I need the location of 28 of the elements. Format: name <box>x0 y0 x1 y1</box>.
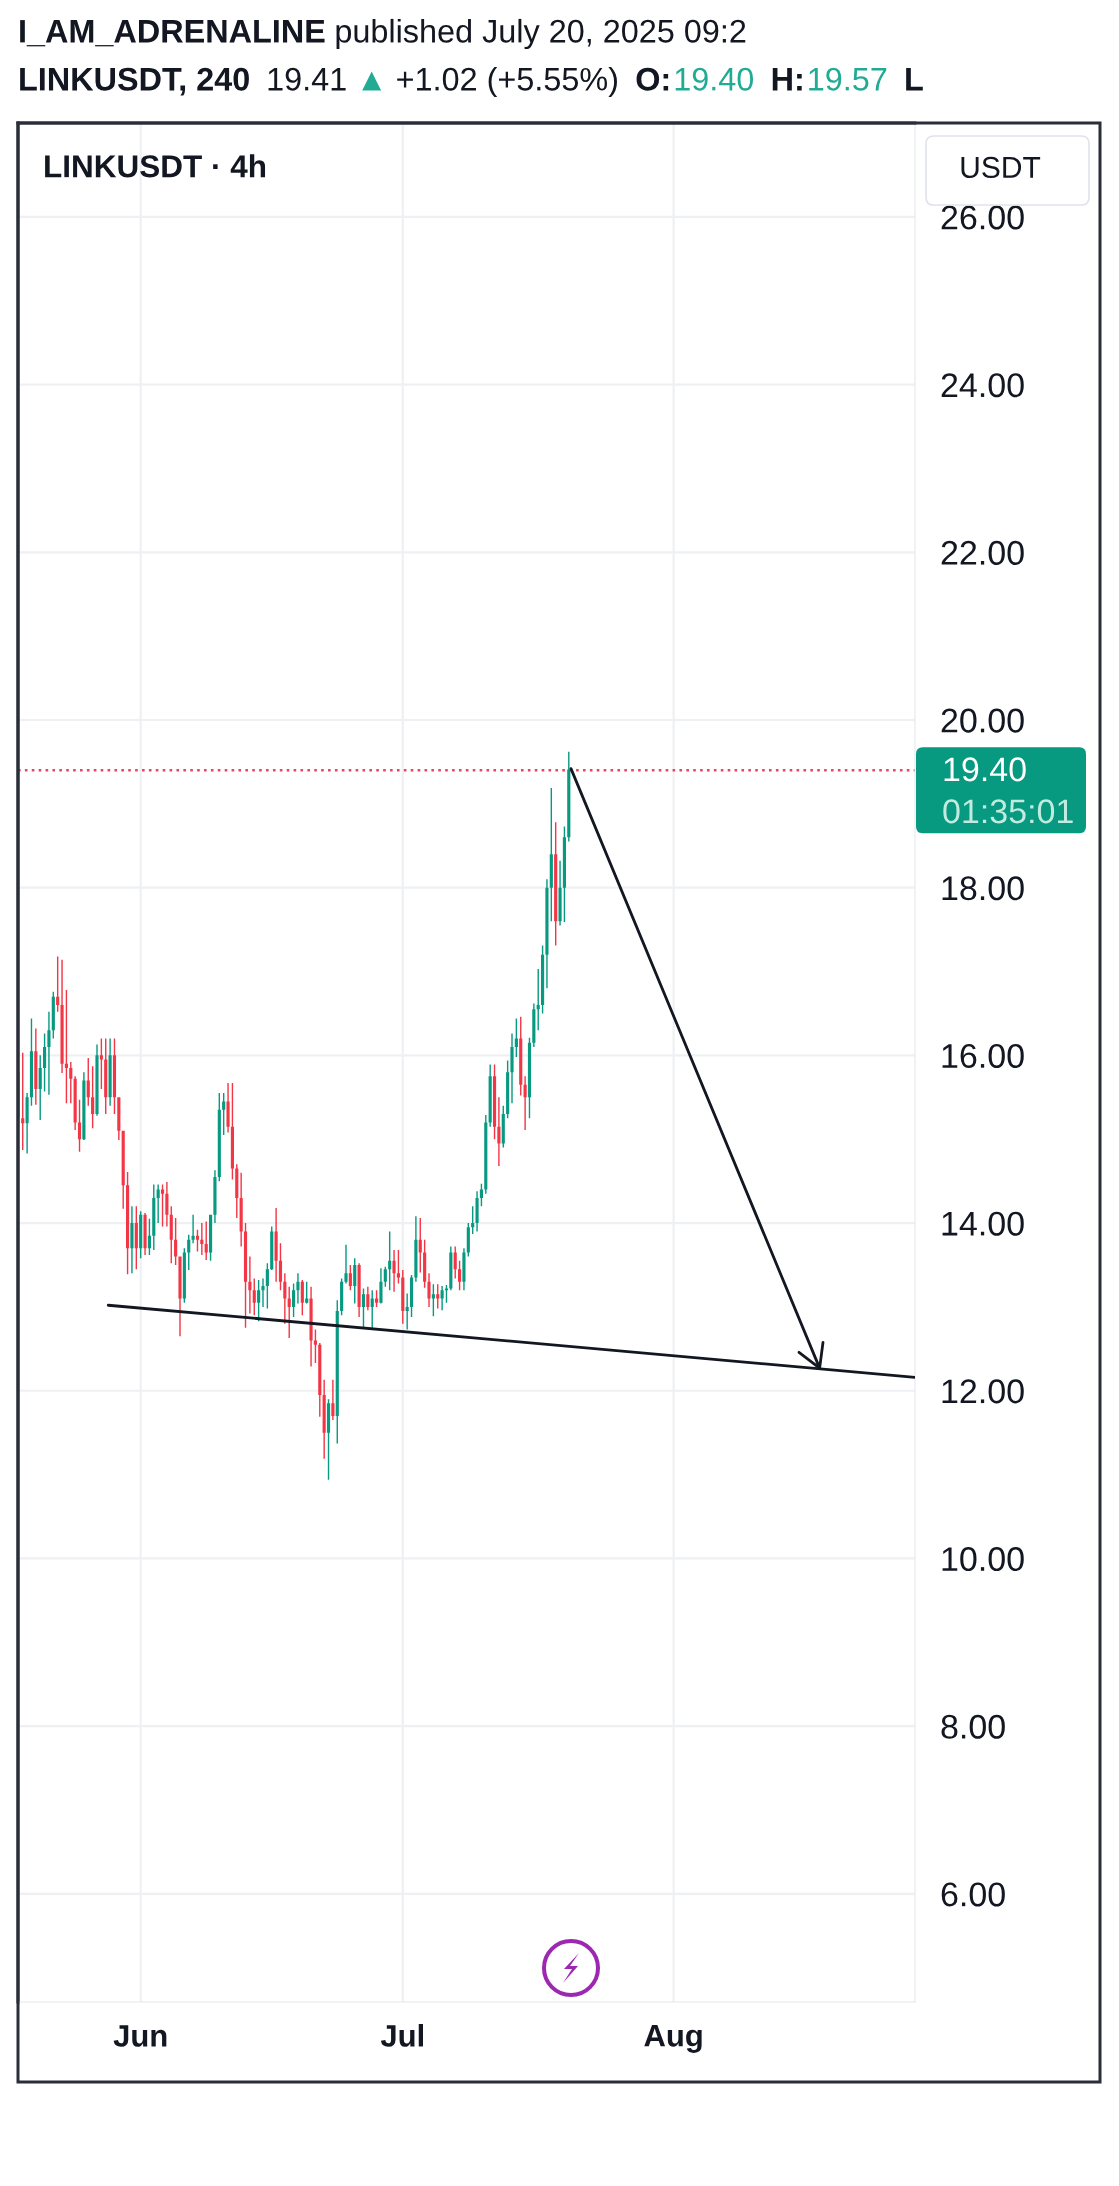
text: 19.41 <box>268 67 346 91</box>
text: LINKUSDT · 4h <box>45 154 266 178</box>
text: published July 20, 2025 09:2 <box>336 18 746 50</box>
y-tick-label: 14.00 <box>942 1211 1024 1236</box>
text: USDT <box>961 156 1041 179</box>
text: LINKUSDT, 240 <box>20 67 249 96</box>
text: 19.57 <box>809 67 887 91</box>
x-tick-label: Jun <box>113 2025 167 2047</box>
y-tick-label: 16.00 <box>942 1043 1024 1069</box>
text: 19.40 <box>675 67 754 91</box>
text: +1.02 (+5.55%) <box>397 66 617 98</box>
text: L <box>906 68 923 91</box>
y-tick-label: 6.00 <box>941 1882 1005 1907</box>
y-tick-label: 26.00 <box>941 205 1024 230</box>
y-tick-label: 24.00 <box>941 373 1024 398</box>
text: I_AM_ADRENALINE <box>20 20 325 47</box>
text: O: <box>636 67 669 91</box>
y-tick-label: 20.00 <box>941 708 1024 733</box>
y-tick-label: 12.00 <box>942 1379 1024 1404</box>
x-tick-label: Aug <box>644 2025 702 2053</box>
y-tick-label: 18.00 <box>942 876 1024 901</box>
text: ▲ <box>362 71 382 91</box>
ref-line-label: 19.40 01:35:01 <box>943 757 1073 824</box>
x-tick-label: Jul <box>380 2024 423 2047</box>
text: H: <box>772 68 802 91</box>
y-tick-label: 22.00 <box>941 540 1024 565</box>
y-tick-label: 10.00 <box>942 1547 1024 1572</box>
y-tick-label: 8.00 <box>941 1714 1005 1739</box>
